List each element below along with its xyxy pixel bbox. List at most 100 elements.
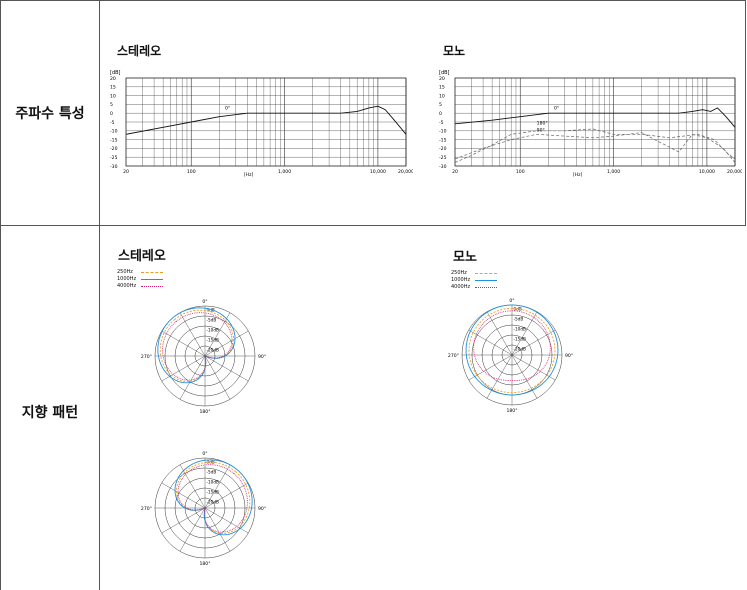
x-unit-label: [Hz] bbox=[573, 172, 583, 178]
row-label-polar: 지향 패턴 bbox=[21, 405, 79, 421]
polar-series-1000Hz bbox=[465, 304, 559, 396]
angle-label-0: 0° bbox=[202, 299, 207, 305]
angle-label-180: 180° bbox=[199, 561, 210, 567]
annot-180deg: 180° bbox=[537, 121, 548, 127]
polar-spoke bbox=[511, 354, 556, 381]
y-tick-label: -5 bbox=[439, 120, 444, 126]
polar-spoke bbox=[179, 312, 206, 357]
x-tick-label: 20,000 bbox=[727, 169, 742, 175]
y-tick-label: -30 bbox=[110, 164, 118, 170]
table-border-left bbox=[0, 0, 1, 590]
legend-swatch-1000 bbox=[475, 280, 497, 281]
angle-label-90: 90° bbox=[258, 506, 266, 512]
ring-label: -5dB bbox=[207, 318, 217, 323]
y-tick-label: -25 bbox=[110, 155, 118, 161]
polar-spoke bbox=[511, 354, 538, 399]
legend-swatch-250 bbox=[141, 272, 163, 273]
legend-item-250: 250Hz bbox=[117, 269, 163, 276]
angle-label-270: 270° bbox=[448, 353, 459, 359]
plot-frame bbox=[454, 77, 736, 167]
ring-label: -20dB bbox=[207, 348, 219, 353]
x-unit-label: [Hz] bbox=[244, 172, 254, 178]
legend-swatch-4000 bbox=[475, 287, 497, 288]
polar-spoke bbox=[204, 312, 231, 357]
annot-90deg: 90° bbox=[537, 128, 545, 134]
polar-spoke bbox=[511, 311, 538, 356]
legend-item-1000: 1000Hz bbox=[117, 276, 163, 283]
angle-label-0: 0° bbox=[202, 451, 207, 457]
y-tick-label: 5 bbox=[439, 102, 442, 108]
angle-label-90: 90° bbox=[258, 354, 266, 360]
polar-spoke bbox=[204, 482, 249, 509]
y-tick-label: -10 bbox=[110, 129, 118, 135]
legend-item-1000: 1000Hz bbox=[451, 277, 497, 284]
ring-label: -15dB bbox=[207, 338, 219, 343]
polar-series-4000Hz bbox=[473, 310, 551, 382]
ring-label: -10dB bbox=[514, 327, 526, 332]
polar-spoke bbox=[161, 507, 206, 534]
legend-item-4000: 4000Hz bbox=[117, 283, 163, 290]
legend-label: 4000Hz bbox=[117, 283, 137, 289]
angle-label-180: 180° bbox=[199, 409, 210, 415]
ring-label: -20dB bbox=[207, 500, 219, 505]
angle-label-270: 270° bbox=[141, 506, 152, 512]
polar-spoke bbox=[161, 330, 206, 357]
ring-label: -15dB bbox=[514, 337, 526, 342]
polar-spoke bbox=[486, 311, 513, 356]
y-tick-label: -20 bbox=[110, 146, 118, 152]
y-tick-label: -30 bbox=[439, 164, 447, 170]
y-unit-label: [dB] bbox=[439, 70, 450, 76]
polar-spoke bbox=[204, 464, 231, 509]
polar-spoke bbox=[468, 329, 513, 356]
annot-0deg: 0° bbox=[225, 106, 230, 112]
freq-stereo-title: 스테레오 bbox=[117, 44, 162, 58]
ring-label: -10dB bbox=[207, 480, 219, 485]
polar-spoke bbox=[161, 355, 206, 382]
polar-series-4000Hz bbox=[162, 312, 233, 381]
y-tick-label: -25 bbox=[439, 155, 447, 161]
ring-label: -5dB bbox=[207, 470, 217, 475]
legend-item-4000: 4000Hz bbox=[451, 284, 497, 291]
y-tick-label: 15 bbox=[110, 85, 116, 91]
polar-mono-title: 모노 bbox=[453, 250, 477, 265]
polar-spoke bbox=[486, 354, 513, 399]
y-tick-label: 15 bbox=[439, 85, 445, 91]
ring-label: -20dB bbox=[514, 347, 526, 352]
polar-spoke bbox=[179, 464, 206, 509]
y-tick-label: -20 bbox=[439, 146, 447, 152]
legend-label: 250Hz bbox=[117, 269, 133, 275]
y-tick-label: 0 bbox=[110, 111, 113, 117]
polar-spoke bbox=[179, 507, 206, 552]
polar-spoke bbox=[204, 355, 231, 400]
legend-mono: 250Hz 1000Hz 4000Hz bbox=[451, 270, 497, 291]
x-tick-label: 20,000 bbox=[398, 169, 413, 175]
polar-series-4000Hz bbox=[177, 464, 248, 533]
legend-label: 250Hz bbox=[451, 270, 467, 276]
plot-frame bbox=[125, 77, 407, 167]
legend-swatch-4000 bbox=[141, 286, 163, 287]
ring-label: -10dB bbox=[207, 328, 219, 333]
polar-stereo-1: 0° 270° 90° 180° 0dB -5dB -10dB -15dB -20dB bbox=[141, 451, 266, 567]
row-label-frequency: 주파수 특성 bbox=[15, 106, 85, 122]
polar-stereo-title: 스테레오 bbox=[118, 249, 166, 264]
polar-spoke bbox=[204, 330, 249, 357]
ring-label: 0dB bbox=[207, 308, 215, 313]
y-tick-label: -15 bbox=[110, 137, 118, 143]
legend-swatch-1000 bbox=[141, 279, 163, 280]
x-tick-label: 100 bbox=[516, 169, 525, 175]
legend-stereo: 250Hz 1000Hz 4000Hz bbox=[117, 269, 163, 290]
freq-mono-title: 모노 bbox=[443, 44, 466, 58]
polar-spoke bbox=[204, 355, 249, 382]
x-tick-label: 1,000 bbox=[607, 169, 620, 175]
polar-stereo-0: 0° 270° 90° 180° 0dB -5dB -10dB -15dB -20dB bbox=[141, 299, 266, 415]
x-tick-label: 10,000 bbox=[699, 169, 715, 175]
series-line-1 bbox=[454, 128, 736, 163]
series-line-0 bbox=[454, 107, 736, 128]
polar-spoke bbox=[204, 507, 231, 552]
y-unit-label: [dB] bbox=[110, 70, 121, 76]
y-tick-label: 10 bbox=[110, 93, 116, 99]
y-tick-label: -15 bbox=[439, 137, 447, 143]
